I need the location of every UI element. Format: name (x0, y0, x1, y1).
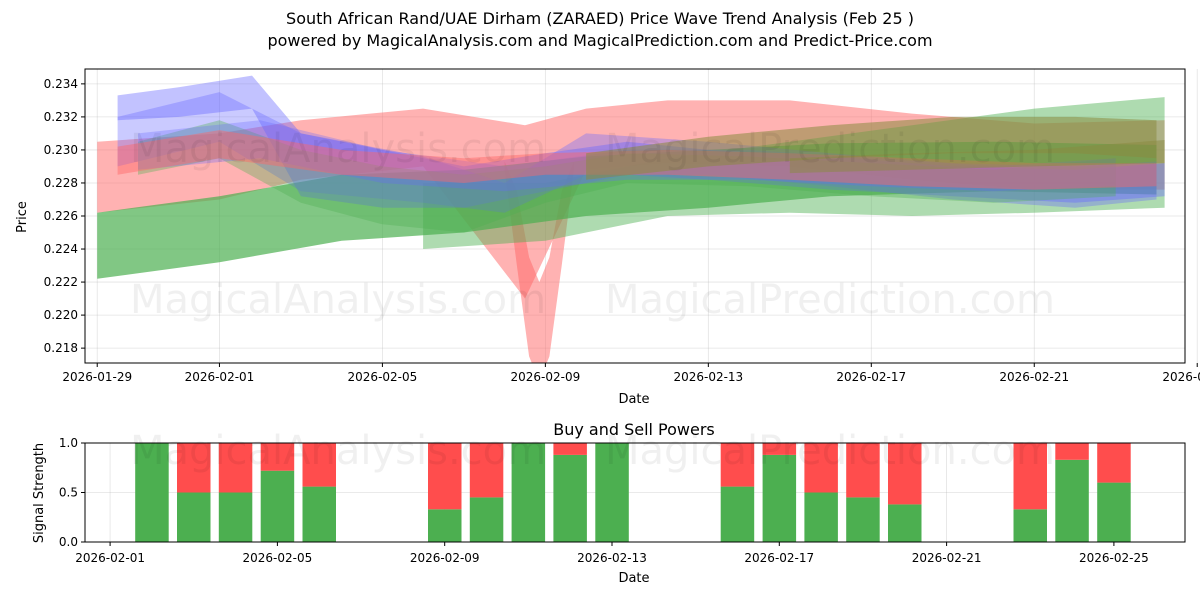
main-y-tick-label: 0.234 (44, 77, 78, 91)
sub-x-tick-label: 2026-02-05 (243, 551, 313, 565)
main-y-ticks: 0.234 0.232 0.230 0.228 0.226 0.224 0.222 0.220… (44, 77, 85, 355)
buy-bar (1097, 482, 1131, 542)
watermark-left-sub: MagicalAnalysis.com (130, 428, 546, 474)
sub-y-ticks: 0.0 0.5 1.0 (59, 436, 85, 549)
sub-x-ticks: 2026-02-01 2026-02-05 2026-02-09 2026-02-13… (75, 542, 1149, 565)
watermark-left-mid: MagicalAnalysis.com (130, 277, 546, 323)
sub-x-label: Date (618, 571, 649, 586)
sub-x-tick-label: 2026-02-17 (744, 551, 814, 565)
main-x-tick-label: 2026-02-21 (999, 370, 1069, 384)
sub-x-tick-label: 2026-02-21 (912, 551, 982, 565)
sell-bar (720, 443, 755, 487)
wave-band-green-low (97, 141, 1157, 279)
watermark-right-mid: MagicalPrediction.com (605, 277, 1055, 323)
buy-bar (469, 497, 504, 542)
sub-x-tick-label: 2026-02-09 (410, 551, 480, 565)
sell-bar (469, 443, 504, 498)
wave-band-olive-band (586, 116, 1157, 180)
sub-x-tick-label: 2026-02-01 (75, 551, 145, 565)
sell-bar (888, 443, 922, 505)
buy-bar (135, 443, 169, 542)
buy-bar (846, 497, 880, 542)
main-x-ticks: 2026-01-29 2026-02-01 2026-02-05 2026-02-09… (62, 363, 1200, 384)
buy-bar (888, 504, 922, 542)
main-y-tick-label: 0.226 (44, 209, 78, 223)
watermark-right-top: MagicalPrediction.com (605, 126, 1055, 172)
main-x-tick-label: 2026-02-25 (1162, 370, 1200, 384)
sell-bar (428, 443, 462, 510)
main-x-tick-label: 2026-02-09 (510, 370, 580, 384)
watermark-left-top: MagicalAnalysis.com (130, 126, 546, 172)
buy-bar (1013, 509, 1047, 542)
main-x-label: Date (618, 392, 649, 407)
sell-bar (553, 443, 587, 455)
sub-y-tick-label: 1.0 (59, 436, 78, 450)
buy-bar (428, 509, 462, 542)
sub-y-label: Signal Strength (32, 443, 47, 543)
buy-bar (804, 492, 838, 542)
watermark-right-sub: MagicalPrediction.com (605, 428, 1055, 474)
sub-chart-title: Buy and Sell Powers (553, 420, 715, 439)
sell-bar (1055, 443, 1089, 460)
buy-bar (720, 486, 755, 542)
sub-x-tick-label: 2026-02-13 (577, 551, 647, 565)
main-y-tick-label: 0.232 (44, 110, 78, 124)
sell-bar (1097, 443, 1131, 483)
chart-subtitle: powered by MagicalAnalysis.com and Magic… (267, 31, 933, 50)
buy-bar (177, 492, 211, 542)
main-y-tick-label: 0.218 (44, 341, 78, 355)
wave-band-olive-thin (789, 140, 1165, 174)
main-x-tick-label: 2026-02-01 (185, 370, 255, 384)
main-y-tick-label: 0.220 (44, 308, 78, 322)
buy-bar (302, 486, 336, 542)
buy-bar (260, 470, 295, 542)
sell-bar (260, 443, 295, 471)
sub-y-tick-label: 0.0 (59, 535, 78, 549)
sell-bar (177, 443, 211, 493)
sell-bar (804, 443, 838, 493)
main-x-tick-label: 2026-02-13 (673, 370, 743, 384)
sell-bar (1013, 443, 1047, 510)
sell-bar (218, 443, 253, 493)
sub-y-tick-label: 0.5 (59, 486, 78, 500)
main-y-tick-label: 0.224 (44, 242, 78, 256)
main-y-label: Price (15, 201, 30, 233)
buy-bar (511, 443, 546, 542)
buy-bar (218, 492, 253, 542)
sub-x-tick-label: 2026-02-25 (1079, 551, 1149, 565)
sell-bar (846, 443, 880, 498)
sell-bar (302, 443, 336, 487)
main-x-tick-label: 2026-02-05 (348, 370, 418, 384)
buy-bar (762, 454, 797, 542)
main-x-tick-label: 2026-02-17 (836, 370, 906, 384)
main-y-tick-label: 0.230 (44, 143, 78, 157)
sell-bar (762, 443, 797, 455)
wave-band-blue-top (117, 75, 1165, 208)
buy-sell-bars (135, 443, 1131, 542)
main-x-tick-label: 2026-01-29 (62, 370, 132, 384)
buy-bar (553, 454, 587, 542)
chart-title: South African Rand/UAE Dirham (ZARAED) P… (286, 9, 914, 28)
price-wave-bands (97, 75, 1165, 363)
buy-bar (595, 443, 629, 542)
main-y-tick-label: 0.228 (44, 176, 78, 190)
main-y-tick-label: 0.222 (44, 275, 78, 289)
buy-bar (1055, 459, 1089, 542)
wave-band-teal-mid (138, 120, 1116, 233)
